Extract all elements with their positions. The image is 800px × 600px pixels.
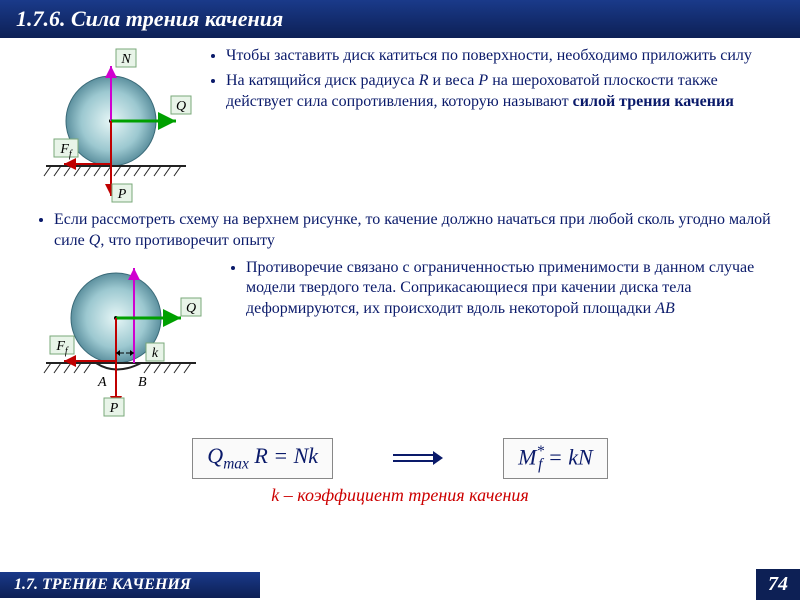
f-kn: = kN — [542, 444, 592, 469]
f-max: max — [223, 456, 249, 473]
diagram-bottom-svg: Q Ff P k A B — [16, 258, 216, 428]
svg-text:P: P — [117, 187, 127, 202]
svg-text:N: N — [120, 52, 131, 67]
svg-text:A: A — [97, 375, 107, 390]
row-1: N Q Ff P Чтобы заставить диск катиться п… — [16, 46, 784, 206]
title-text: 1.7.6. Сила трения качения — [16, 6, 283, 31]
svg-text:Q: Q — [176, 99, 186, 114]
bullet-3a: Противоречие связано с ограниченностью п… — [246, 258, 784, 320]
f-Q: Q — [207, 443, 223, 468]
diagram-top: N Q Ff P — [16, 46, 196, 206]
bullets-2: Если рассмотреть схему на верхнем рисунк… — [36, 210, 784, 252]
bullets-3: Противоречие связано с ограниченностью п… — [228, 258, 784, 324]
coeff-line: k – коэффициент трения качения — [16, 485, 784, 506]
coeff-text: k – коэффициент трения качения — [271, 485, 529, 505]
title-bar: 1.7.6. Сила трения качения — [0, 0, 800, 38]
bullet-2a: Если рассмотреть схему на верхнем рисунк… — [54, 210, 784, 252]
bullet-1b: На катящийся диск радиуса R и веса P на … — [226, 71, 784, 113]
svg-text:B: B — [138, 375, 147, 390]
svg-text:P: P — [109, 401, 119, 416]
row-2: Q Ff P k A B Противоречие связано с огра… — [16, 258, 784, 428]
formula-right: M*f = kN — [503, 438, 608, 480]
diagram-bottom: Q Ff P k A B — [16, 258, 216, 428]
content: N Q Ff P Чтобы заставить диск катиться п… — [0, 38, 800, 514]
formula-left: Qmax R = Nk — [192, 438, 333, 478]
diagram-top-svg: N Q Ff P — [16, 46, 196, 206]
f-M: M — [518, 444, 536, 469]
footer: 1.7. ТРЕНИЕ КАЧЕНИЯ 74 — [0, 569, 800, 600]
page-number: 74 — [756, 569, 800, 600]
footer-section: 1.7. ТРЕНИЕ КАЧЕНИЯ — [0, 572, 260, 598]
bullet-1a: Чтобы заставить диск катиться по поверхн… — [226, 46, 784, 67]
implies-arrow — [393, 451, 443, 465]
svg-text:Q: Q — [186, 301, 196, 316]
svg-text:k: k — [152, 346, 159, 361]
f-rnk: R = Nk — [249, 443, 318, 468]
formula-row: Qmax R = Nk M*f = kN — [16, 438, 784, 480]
bullets-1: Чтобы заставить диск катиться по поверхн… — [208, 46, 784, 116]
